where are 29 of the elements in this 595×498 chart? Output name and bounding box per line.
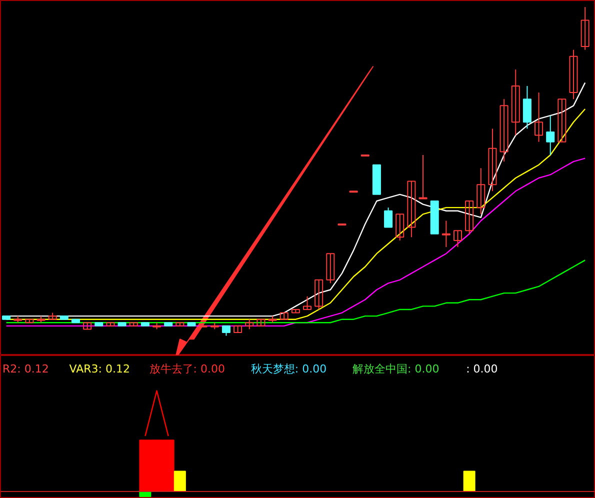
candlestick <box>546 115 555 156</box>
candlestick <box>418 154 428 200</box>
text: R2: 0.12 <box>2 362 49 376</box>
candlestick <box>222 325 230 336</box>
candlestick <box>396 214 404 241</box>
candlestick <box>198 322 208 328</box>
candlestick <box>500 98 508 162</box>
candlestick <box>453 230 462 248</box>
text: 放牛去了: 0.00 <box>149 362 226 376</box>
text: 秋天梦想: 0.00 <box>250 362 327 376</box>
candlestick <box>314 279 324 310</box>
candlestick <box>442 220 450 248</box>
candlestick <box>245 318 254 330</box>
candlestick <box>407 180 416 238</box>
candlestick <box>558 98 566 142</box>
candlestick <box>326 253 335 284</box>
candlestick <box>534 92 544 142</box>
candlestick <box>488 128 497 192</box>
text: 解放全中国: 0.00 <box>352 362 440 376</box>
candlestick <box>384 207 393 228</box>
candlestick <box>569 49 578 100</box>
text: VAR3: 0.12 <box>69 362 130 376</box>
candlestick <box>465 200 474 234</box>
candlestick <box>522 85 532 130</box>
text: : 0.00 <box>466 362 498 376</box>
candlestick <box>511 69 520 136</box>
candlestick <box>580 6 590 50</box>
candlestick <box>476 168 486 215</box>
candlestick <box>303 296 312 310</box>
